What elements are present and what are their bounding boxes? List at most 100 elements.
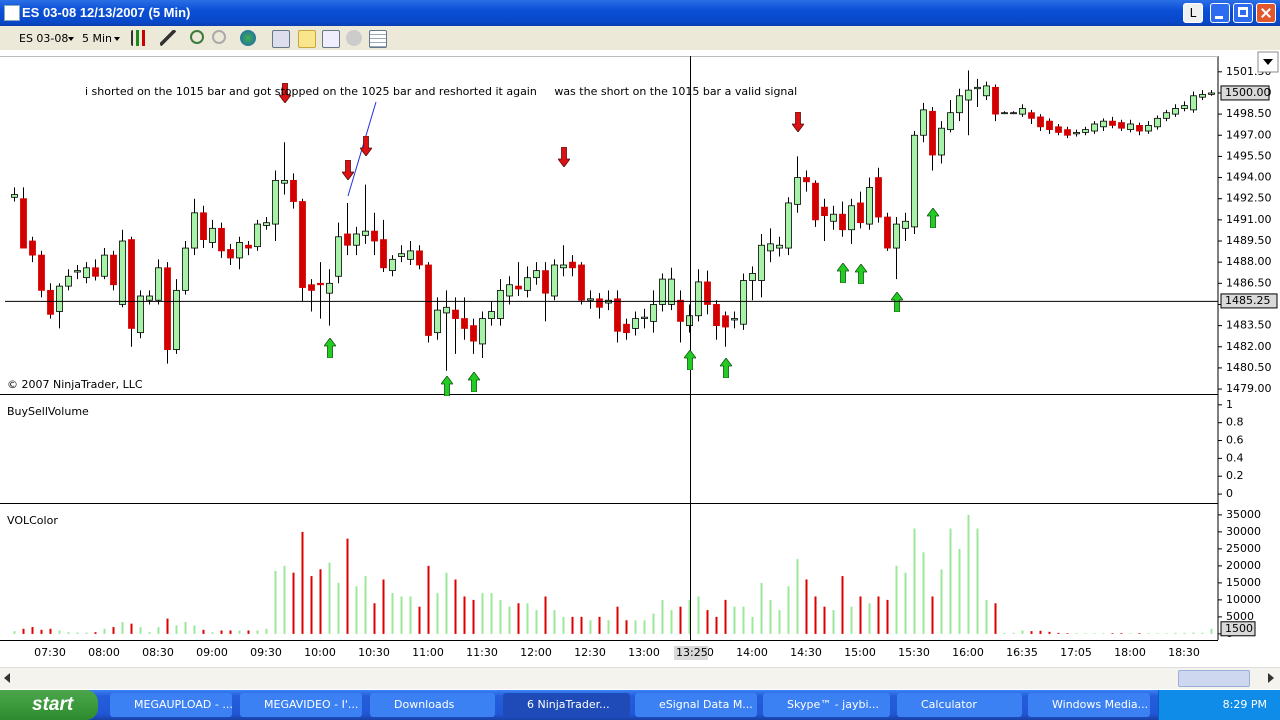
volume-bar — [958, 548, 961, 634]
task-button[interactable]: Windows Media... — [1028, 693, 1150, 717]
x-tick-label: 12:00 — [520, 646, 552, 659]
candle-body — [686, 315, 693, 327]
zoom-in-button[interactable] — [190, 30, 204, 44]
volume-bar — [139, 627, 142, 634]
candle-body — [11, 194, 18, 198]
candle-body — [731, 318, 738, 321]
badge-button[interactable]: L — [1183, 3, 1203, 23]
candle-body — [74, 270, 81, 273]
volume-bar — [1066, 633, 1069, 634]
volume-bar — [121, 621, 124, 634]
candle-body — [785, 202, 792, 249]
x-tick-label: 10:30 — [358, 646, 390, 659]
y-tick-label: 0.8 — [1226, 416, 1244, 429]
volume-bar — [1165, 633, 1168, 634]
task-button[interactable]: 6 NinjaTrader... — [503, 693, 630, 717]
task-button[interactable]: Downloads — [370, 693, 495, 717]
trade-button[interactable] — [298, 30, 316, 48]
candle-body — [209, 227, 216, 243]
instrument-selector[interactable]: ES 03-08 — [19, 32, 69, 45]
candle-body — [776, 244, 783, 249]
y-tick-label: 1494.00 — [1226, 171, 1272, 184]
minimize-button[interactable] — [1210, 3, 1230, 23]
candle-body — [614, 298, 621, 332]
volume-bar — [1174, 632, 1177, 634]
globe-button[interactable] — [240, 30, 256, 46]
y-tick-label: 25000 — [1226, 542, 1261, 555]
title-bar: ES 03-08 12/13/2007 (5 Min) L — [0, 0, 1280, 26]
strategy-button[interactable] — [322, 30, 340, 48]
volume-bar — [373, 603, 376, 634]
task-button[interactable]: Calculator — [897, 693, 1022, 717]
volume-bar — [994, 603, 997, 634]
close-button[interactable] — [1256, 3, 1276, 23]
x-tick-label: 15:30 — [898, 646, 930, 659]
candle-body — [353, 233, 360, 246]
volume-bar — [301, 531, 304, 634]
candle-body — [407, 250, 414, 260]
candle-body — [506, 284, 513, 297]
candle-body — [1100, 120, 1107, 128]
task-button[interactable]: MEGAUPLOAD - ... — [110, 693, 232, 717]
properties-button[interactable] — [272, 30, 290, 48]
candle-body — [1046, 120, 1053, 131]
task-button[interactable]: MEGAVIDEO - I'... — [240, 693, 362, 717]
candle-body — [236, 242, 243, 259]
interval-selector[interactable]: 5 Min — [82, 32, 113, 45]
panel-title: VOLColor — [7, 514, 58, 527]
volume-bar — [571, 616, 574, 634]
volume-bar — [310, 576, 313, 634]
scrollbar[interactable] — [0, 667, 1280, 689]
volume-bar — [778, 610, 781, 634]
app-icon — [4, 5, 20, 21]
volume-bar — [796, 559, 799, 634]
y-tick-label: 1482.00 — [1226, 340, 1272, 353]
zoom-out-button[interactable] — [212, 30, 226, 44]
chart-style-button[interactable] — [131, 30, 147, 46]
x-tick-label: 16:00 — [952, 646, 984, 659]
start-button[interactable]: start — [0, 690, 98, 720]
scroll-thumb[interactable] — [1178, 670, 1250, 687]
record-button[interactable] — [346, 30, 362, 46]
candle-body — [20, 198, 27, 249]
volume-bar — [742, 606, 745, 634]
y-tick-label: 1491.00 — [1226, 213, 1272, 226]
volume-bar — [868, 603, 871, 634]
candle-body — [119, 240, 126, 305]
candle-body — [290, 179, 297, 202]
candle-body — [272, 179, 279, 225]
last-price-label: 1500.00 — [1225, 86, 1271, 99]
caret — [114, 37, 120, 41]
candle-body — [578, 264, 585, 301]
volume-bar — [886, 599, 889, 634]
candle-body — [92, 267, 99, 277]
candle-body — [326, 282, 333, 294]
candle-body — [965, 89, 972, 101]
candle-body — [857, 202, 864, 224]
task-button[interactable]: eSignal Data M... — [635, 693, 757, 717]
candle-body — [299, 201, 306, 288]
volume-bar — [904, 572, 907, 634]
volume-bar — [814, 596, 817, 634]
volume-bar — [103, 628, 106, 634]
volume-bar — [805, 579, 808, 634]
x-tick-label: 10:00 — [304, 646, 336, 659]
draw-button[interactable] — [160, 30, 176, 46]
data-box-button[interactable] — [369, 30, 387, 48]
volume-bar — [49, 628, 52, 634]
volume-bar — [148, 632, 151, 634]
volume-bar — [535, 610, 538, 634]
candle-body — [173, 289, 180, 350]
task-button[interactable]: Skype™ - jaybi... — [763, 693, 890, 717]
scroll-right[interactable] — [1268, 673, 1274, 683]
volume-bar — [427, 565, 430, 634]
volume-bar — [670, 610, 673, 634]
x-tick-label: 18:30 — [1168, 646, 1200, 659]
volume-bar — [166, 618, 169, 634]
candle-body — [974, 86, 981, 90]
volume-bar — [157, 627, 160, 634]
candle-body — [155, 267, 162, 301]
scroll-left[interactable] — [4, 673, 10, 683]
volume-bar — [787, 586, 790, 634]
maximize-button[interactable] — [1233, 3, 1253, 23]
